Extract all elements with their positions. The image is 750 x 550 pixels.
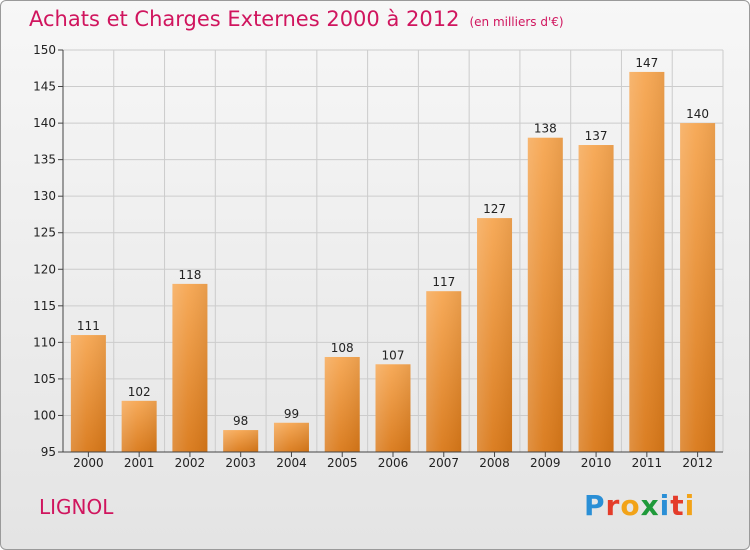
bar-shine-2001 — [121, 400, 157, 452]
value-label-2006: 107 — [382, 348, 405, 362]
chart-subtitle: (en milliers d'€) — [469, 15, 564, 29]
x-tick-label-2007: 2007 — [428, 456, 459, 470]
proxiti-logo: Proxiti — [584, 489, 696, 522]
x-tick-label-2010: 2010 — [581, 456, 612, 470]
value-label-2003: 98 — [233, 414, 248, 428]
axis-layer: 95 100 105 110 115 120 125 130 135 140 145 150 2000 2… — [33, 43, 723, 470]
value-label-2012: 140 — [686, 107, 709, 121]
bar-shine-2005 — [324, 356, 360, 452]
value-label-2007: 117 — [432, 275, 455, 289]
y-tick-label: 105 — [33, 372, 56, 386]
y-tick-label: 125 — [33, 226, 56, 240]
y-tick-label: 120 — [33, 262, 56, 276]
bar-shine-2012 — [680, 123, 716, 452]
x-tick-label-2012: 2012 — [682, 456, 713, 470]
y-tick-label: 140 — [33, 116, 56, 130]
y-tick-label: 145 — [33, 80, 56, 94]
y-tick-label: 115 — [33, 299, 56, 313]
x-tick-label-2005: 2005 — [327, 456, 358, 470]
bar-shine-2003 — [223, 430, 259, 452]
bar-shine-2009 — [527, 137, 563, 452]
bar-layer: 111 102 118 98 99 108 107 117 127 138 137 147 140 — [70, 56, 716, 452]
y-tick-label: 95 — [41, 445, 56, 459]
value-label-2002: 118 — [178, 268, 201, 282]
chart-title: Achats et Charges Externes 2000 à 2012 (e… — [29, 7, 564, 31]
y-tick-label: 100 — [33, 408, 56, 422]
y-tick-label: 150 — [33, 43, 56, 57]
value-label-2011: 147 — [635, 56, 658, 70]
bar-shine-2008 — [477, 218, 513, 452]
x-tick-label-2003: 2003 — [225, 456, 256, 470]
bar-shine-2000 — [70, 335, 106, 452]
value-label-2010: 137 — [585, 129, 608, 143]
x-tick-label-2009: 2009 — [530, 456, 561, 470]
title-text: Achats et Charges Externes 2000 à 2012 — [29, 7, 460, 31]
y-tick-label: 135 — [33, 153, 56, 167]
value-label-2009: 138 — [534, 122, 557, 136]
y-tick-label: 110 — [33, 335, 56, 349]
x-tick-label-2008: 2008 — [479, 456, 510, 470]
value-label-2000: 111 — [77, 319, 100, 333]
x-tick-label-2004: 2004 — [276, 456, 307, 470]
bar-shine-2002 — [172, 283, 208, 452]
value-label-2004: 99 — [284, 407, 299, 421]
x-tick-label-2000: 2000 — [73, 456, 104, 470]
x-tick-label-2011: 2011 — [632, 456, 663, 470]
bar-shine-2007 — [426, 291, 462, 452]
bar-shine-2011 — [629, 71, 665, 452]
location-label: LIGNOL — [39, 495, 114, 519]
x-tick-label-2001: 2001 — [124, 456, 155, 470]
bar-shine-2010 — [578, 145, 614, 452]
value-label-2001: 102 — [128, 385, 151, 399]
x-tick-label-2002: 2002 — [175, 456, 206, 470]
bar-shine-2004 — [273, 422, 309, 452]
x-tick-label-2006: 2006 — [378, 456, 409, 470]
bar-shine-2006 — [375, 364, 411, 452]
value-label-2008: 127 — [483, 202, 506, 216]
value-label-2005: 108 — [331, 341, 354, 355]
y-tick-label: 130 — [33, 189, 56, 203]
